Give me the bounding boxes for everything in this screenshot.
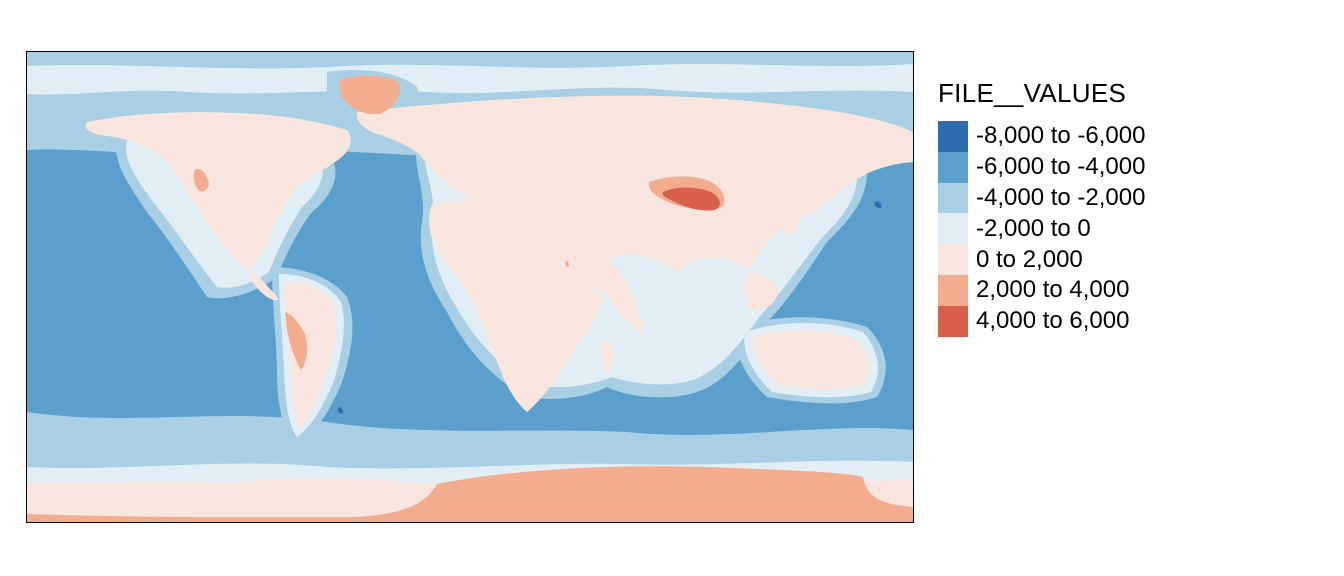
map-canvas xyxy=(27,52,913,522)
legend-swatch xyxy=(938,244,968,275)
trench-atlantic xyxy=(337,407,344,414)
legend-item: 4,000 to 6,000 xyxy=(938,305,1145,337)
legend-item: 2,000 to 4,000 xyxy=(938,274,1145,306)
legend-item: -4,000 to -2,000 xyxy=(938,182,1146,214)
arctic-top-band xyxy=(27,52,913,69)
legend-swatch xyxy=(938,182,968,214)
legend-swatch xyxy=(938,121,968,152)
legend-label: 4,000 to 6,000 xyxy=(976,307,1130,335)
legend-item: -8,000 to -6,000 xyxy=(938,121,1145,152)
highland-rockies xyxy=(193,168,209,192)
land-arabia-india xyxy=(575,240,644,336)
land-central-america xyxy=(249,270,279,301)
legend-swatch xyxy=(938,151,968,183)
peak-himalaya xyxy=(662,187,720,211)
legend-title: FILE__VALUES xyxy=(938,78,1127,108)
legend-item: -6,000 to -4,000 xyxy=(938,151,1146,183)
land-eurasia xyxy=(356,95,913,273)
legend-label: -2,000 to 0 xyxy=(976,214,1091,242)
land-madagascar xyxy=(601,339,613,373)
highland-greenland xyxy=(339,75,401,115)
legend-label: 2,000 to 4,000 xyxy=(976,276,1130,304)
legend-item: 0 to 2,000 xyxy=(938,244,1145,275)
legend-swatch xyxy=(938,213,968,245)
legend-label: 0 to 2,000 xyxy=(976,245,1083,273)
land-australia xyxy=(751,330,869,390)
land-north-america xyxy=(85,112,351,270)
highland-andes xyxy=(285,312,308,370)
legend-label: -6,000 to -4,000 xyxy=(976,153,1146,181)
legend: FILE__VALUES -8,000 to -6,000 -6,000 to … xyxy=(938,78,1145,337)
legend-swatch xyxy=(938,305,968,337)
legend-label: -4,000 to -2,000 xyxy=(976,183,1146,211)
land-africa xyxy=(428,199,602,412)
land-se-asia xyxy=(743,272,779,311)
legend-label: -8,000 to -6,000 xyxy=(976,122,1146,150)
legend-item: -2,000 to 0 xyxy=(938,213,1145,245)
trench-pacific-2 xyxy=(874,201,882,208)
world-elevation-map xyxy=(26,51,914,523)
legend-swatch xyxy=(938,274,968,306)
land-south-america xyxy=(283,281,336,430)
legend-items: -8,000 to -6,000 -6,000 to -4,000 -4,000… xyxy=(938,121,1145,337)
antarctica-high xyxy=(27,466,913,522)
highland-ethiopia xyxy=(565,261,569,267)
land-japan xyxy=(783,211,799,237)
